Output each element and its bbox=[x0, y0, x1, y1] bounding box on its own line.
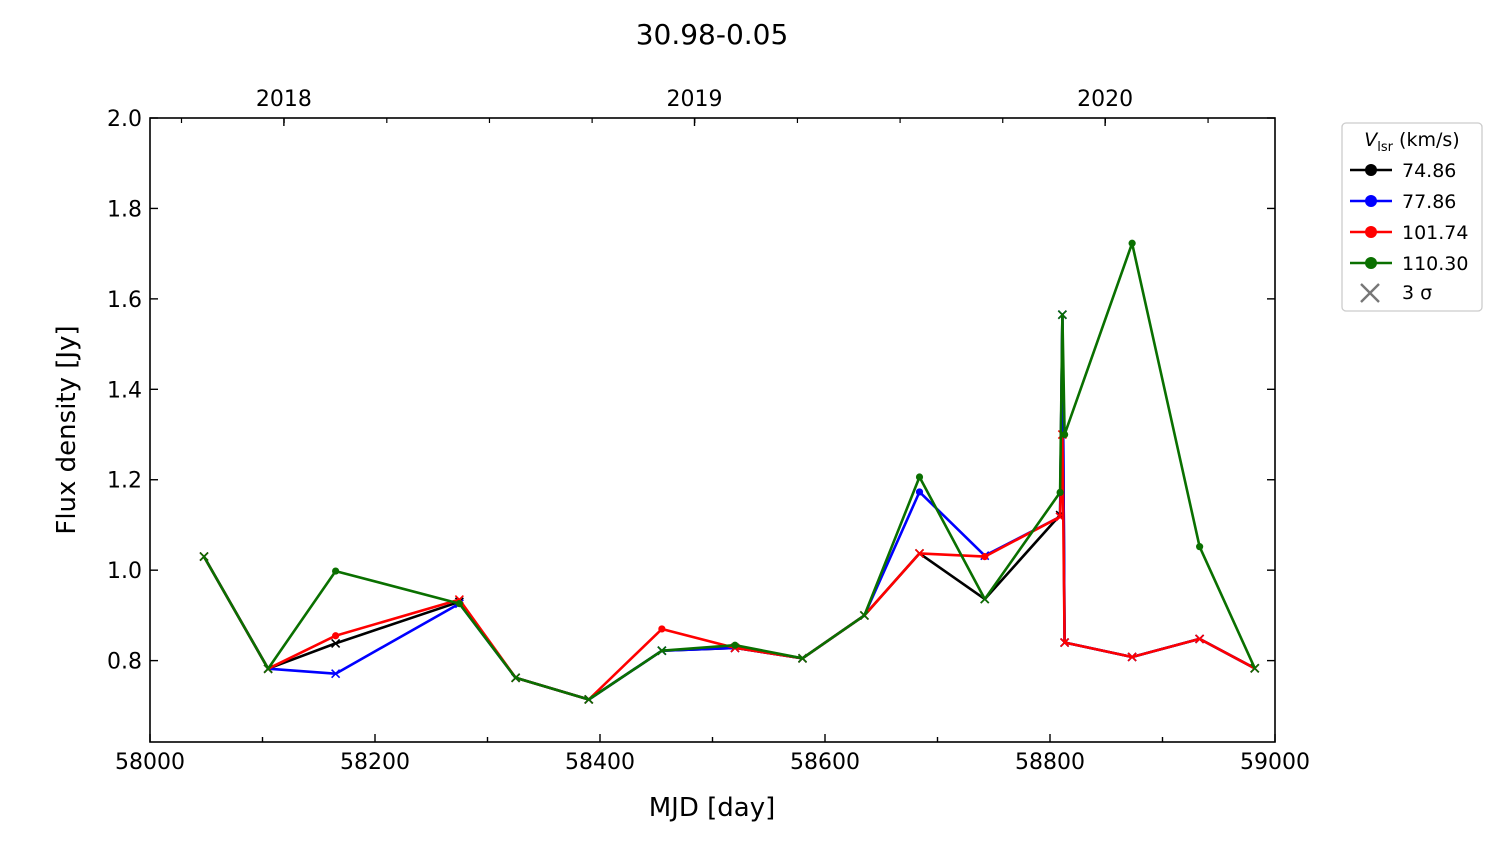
legend-items: 74.86 77.86 101.74 110.30 bbox=[1350, 160, 1468, 275]
legend-label: 101.74 bbox=[1402, 222, 1468, 244]
series-101.74 bbox=[199, 429, 1260, 705]
legend-title-sub: lsr bbox=[1377, 140, 1393, 155]
three-sigma-marker bbox=[657, 646, 667, 656]
y-axis: 0.8 1.0 1.2 1.4 1.6 1.8 2.0 bbox=[107, 107, 1275, 675]
y-tick-label: 1.0 bbox=[107, 559, 142, 584]
legend-title-main: V bbox=[1364, 129, 1379, 151]
plot-area bbox=[199, 239, 1260, 705]
data-point bbox=[455, 600, 463, 608]
data-point bbox=[658, 625, 666, 633]
chart-title: 30.98-0.05 bbox=[636, 18, 789, 51]
legend-item-74.86: 74.86 bbox=[1350, 160, 1456, 182]
series-110.30 bbox=[199, 239, 1260, 705]
three-sigma-marker bbox=[797, 653, 808, 663]
y-tick-label: 1.6 bbox=[107, 288, 142, 313]
data-point bbox=[1061, 430, 1069, 439]
three-sigma-marker bbox=[331, 638, 341, 648]
three-sigma-marker bbox=[980, 594, 990, 604]
x-tick-label: 59000 bbox=[1240, 750, 1310, 775]
data-point bbox=[915, 473, 924, 481]
data-point bbox=[731, 641, 739, 649]
three-sigma-marker bbox=[1060, 637, 1070, 648]
three-sigma-marker bbox=[263, 664, 273, 674]
y-tick-label: 1.2 bbox=[107, 469, 142, 494]
legend-item-110.30: 110.30 bbox=[1350, 253, 1468, 275]
legend-x-marker bbox=[1360, 283, 1380, 303]
data-point bbox=[1056, 488, 1064, 496]
y-tick-label: 1.8 bbox=[107, 197, 142, 222]
data-point bbox=[981, 553, 989, 561]
three-sigma-marker bbox=[914, 548, 925, 559]
top-tick-label: 2018 bbox=[256, 87, 312, 112]
data-point bbox=[1196, 543, 1204, 551]
y-axis-label: Flux density [Jy] bbox=[52, 325, 82, 534]
plot-frame bbox=[149, 117, 1276, 743]
legend-marker bbox=[1365, 226, 1377, 238]
legend-title: Vlsr (km/s) bbox=[1364, 129, 1459, 155]
three-sigma-marker bbox=[199, 552, 209, 562]
y-tick-label: 2.0 bbox=[107, 107, 142, 132]
three-sigma-marker bbox=[859, 610, 869, 620]
x-tick-label: 58600 bbox=[790, 750, 860, 775]
series-line bbox=[202, 242, 1256, 701]
x-axis-label: MJD [day] bbox=[649, 793, 776, 823]
three-sigma-marker bbox=[1055, 512, 1065, 522]
top-axis: 2018 2019 2020 bbox=[180, 87, 1209, 126]
three-sigma-marker bbox=[584, 694, 594, 705]
data-point bbox=[1128, 239, 1136, 247]
x-axis: 58000 58200 58400 58600 58800 59000 bbox=[115, 734, 1310, 775]
legend-marker bbox=[1365, 257, 1377, 269]
top-tick-label: 2019 bbox=[667, 87, 723, 112]
data-point bbox=[332, 632, 340, 640]
three-sigma-marker bbox=[1195, 634, 1205, 644]
series-line bbox=[202, 313, 1256, 701]
data-point bbox=[332, 567, 340, 575]
legend-item-101.74: 101.74 bbox=[1350, 222, 1468, 244]
x-tick-label: 58000 bbox=[115, 750, 185, 775]
legend-marker bbox=[1365, 195, 1377, 207]
y-tick-label: 1.4 bbox=[107, 378, 142, 403]
series-line bbox=[202, 313, 1256, 701]
legend-label: 74.86 bbox=[1402, 160, 1456, 182]
data-point bbox=[915, 488, 924, 496]
legend-marker bbox=[1365, 164, 1377, 176]
legend-title-unit: (km/s) bbox=[1393, 129, 1460, 151]
three-sigma-marker bbox=[1127, 652, 1137, 662]
x-tick-label: 58200 bbox=[340, 750, 410, 775]
x-tick-label: 58400 bbox=[565, 750, 635, 775]
legend: Vlsr (km/s) 74.86 77.86 101.74 110.30 3 σ bbox=[1341, 122, 1483, 312]
three-sigma-marker bbox=[1057, 310, 1067, 320]
y-tick-label: 0.8 bbox=[107, 650, 142, 675]
top-tick-label: 2020 bbox=[1077, 87, 1133, 112]
legend-label: 77.86 bbox=[1402, 191, 1456, 213]
three-sigma-marker bbox=[331, 669, 341, 679]
legend-label: 110.30 bbox=[1402, 253, 1468, 275]
legend-item-3-sigma: 3 σ bbox=[1360, 282, 1432, 304]
legend-item-77.86: 77.86 bbox=[1350, 191, 1456, 213]
three-sigma-marker bbox=[511, 673, 521, 683]
legend-label-3-sigma: 3 σ bbox=[1402, 282, 1432, 304]
x-tick-label: 58800 bbox=[1015, 750, 1085, 775]
three-sigma-marker bbox=[1250, 663, 1260, 673]
